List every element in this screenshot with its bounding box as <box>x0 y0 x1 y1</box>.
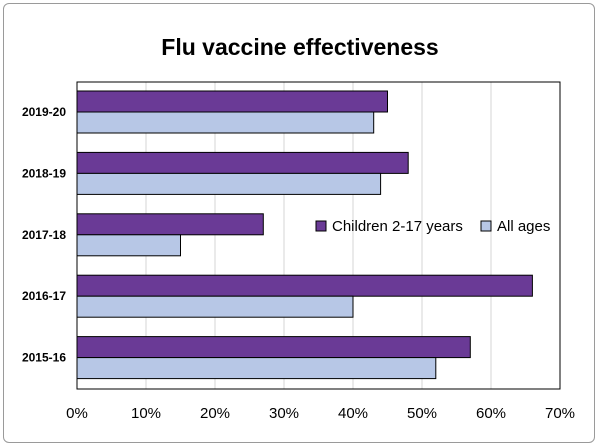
bar-children <box>76 213 264 236</box>
bar-all-ages <box>76 111 375 134</box>
x-tick-label: 50% <box>407 405 437 422</box>
category-label: 2016-17 <box>22 289 66 303</box>
chart-title: Flu vaccine effectiveness <box>161 34 439 60</box>
x-tick-label: 30% <box>269 405 299 422</box>
bars <box>76 90 533 380</box>
bar-children <box>76 336 471 359</box>
x-tick-label: 60% <box>476 405 506 422</box>
tick-labels: 0% 10% 20% 30% 40% 50% 60% 70% <box>66 405 575 422</box>
bar-children <box>76 274 533 297</box>
legend-swatch <box>315 220 327 232</box>
category-label: 2017-18 <box>22 228 66 242</box>
category-label: 2018-19 <box>22 166 66 180</box>
category-labels: 2019-20 2018-19 2017-18 2016-17 2015-16 <box>22 105 66 365</box>
x-tick-label: 0% <box>66 405 88 422</box>
category-label: 2015-16 <box>22 351 66 365</box>
legend: Children 2-17 years All ages <box>315 218 550 235</box>
bar-all-ages <box>76 234 181 257</box>
x-tick-label: 10% <box>131 405 161 422</box>
bar-all-ages <box>76 295 354 318</box>
x-tick-label: 20% <box>200 405 230 422</box>
x-tick-label: 40% <box>338 405 368 422</box>
legend-swatch <box>480 220 492 232</box>
bar-all-ages <box>76 172 382 195</box>
bar-children <box>76 90 388 113</box>
legend-label: All ages <box>497 218 550 235</box>
legend-label: Children 2-17 years <box>332 218 463 235</box>
bar-children <box>76 151 409 174</box>
bar-all-ages <box>76 357 437 380</box>
category-label: 2019-20 <box>22 105 66 119</box>
plot-area-border <box>76 81 561 390</box>
x-tick-label: 70% <box>545 405 575 422</box>
